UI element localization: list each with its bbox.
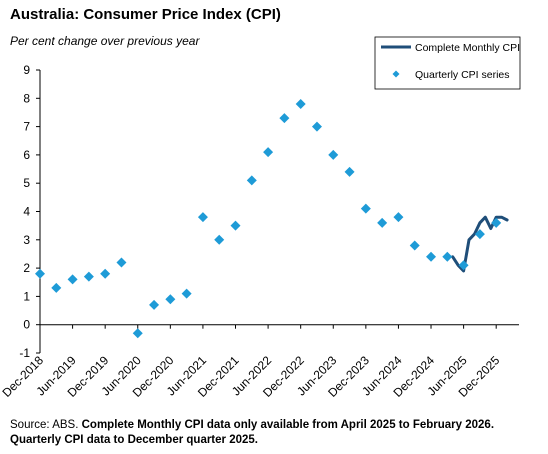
y-tick-label: 0 bbox=[23, 318, 30, 332]
quarterly-cpi-point bbox=[442, 251, 453, 262]
y-tick-label: 2 bbox=[23, 261, 30, 275]
source-label: Source: ABS. bbox=[10, 419, 79, 431]
quarterly-cpi-point bbox=[83, 271, 94, 282]
quarterly-cpi-point bbox=[116, 257, 127, 268]
chart-subtitle: Per cent change over previous year bbox=[10, 34, 200, 48]
source-note: Complete Monthly CPI data only available… bbox=[10, 419, 495, 446]
y-tick-label: 7 bbox=[23, 120, 30, 134]
quarterly-cpi-point bbox=[214, 234, 225, 245]
legend-marker-swatch bbox=[392, 70, 400, 78]
quarterly-cpi-point bbox=[426, 251, 437, 262]
monthly-cpi-line bbox=[451, 215, 509, 273]
quarterly-cpi-point bbox=[458, 260, 469, 271]
legend-label-quarterly: Quarterly CPI series bbox=[415, 69, 510, 81]
chart-title: Australia: Consumer Price Index (CPI) bbox=[10, 6, 281, 23]
quarterly-cpi-point bbox=[328, 149, 339, 160]
quarterly-cpi-point bbox=[474, 229, 485, 240]
y-tick-label: 3 bbox=[23, 233, 30, 247]
legend-label-monthly: Complete Monthly CPI bbox=[415, 42, 520, 54]
quarterly-cpi-point bbox=[132, 328, 143, 339]
quarterly-cpi-point bbox=[344, 166, 355, 177]
quarterly-cpi-point bbox=[35, 268, 45, 279]
y-tick-label: 1 bbox=[23, 289, 30, 303]
quarterly-cpi-point bbox=[246, 175, 257, 186]
quarterly-cpi-point bbox=[149, 299, 160, 310]
quarterly-cpi-point bbox=[295, 98, 306, 109]
y-tick-label: 5 bbox=[23, 176, 30, 190]
y-tick-label: 4 bbox=[23, 205, 30, 219]
y-tick-label: 6 bbox=[23, 148, 30, 162]
quarterly-cpi-point bbox=[491, 217, 502, 228]
quarterly-cpi-point bbox=[230, 220, 241, 231]
quarterly-cpi-point bbox=[279, 113, 290, 124]
y-tick-label: 9 bbox=[23, 63, 30, 77]
quarterly-cpi-point bbox=[360, 203, 371, 214]
quarterly-cpi-point bbox=[409, 240, 420, 251]
quarterly-cpi-point bbox=[67, 274, 78, 285]
quarterly-cpi-point bbox=[393, 212, 404, 223]
quarterly-cpi-point bbox=[311, 121, 322, 132]
y-tick-label: -1 bbox=[19, 346, 30, 360]
quarterly-cpi-point bbox=[100, 268, 111, 279]
quarterly-cpi-point bbox=[181, 288, 192, 299]
y-tick-label: 8 bbox=[23, 91, 30, 105]
source-footnote: Source: ABS. Complete Monthly CPI data o… bbox=[10, 418, 538, 448]
quarterly-cpi-point bbox=[197, 212, 208, 223]
quarterly-cpi-point bbox=[377, 217, 388, 228]
quarterly-cpi-point bbox=[51, 282, 62, 293]
quarterly-cpi-point bbox=[263, 147, 274, 158]
quarterly-cpi-point bbox=[165, 294, 176, 305]
